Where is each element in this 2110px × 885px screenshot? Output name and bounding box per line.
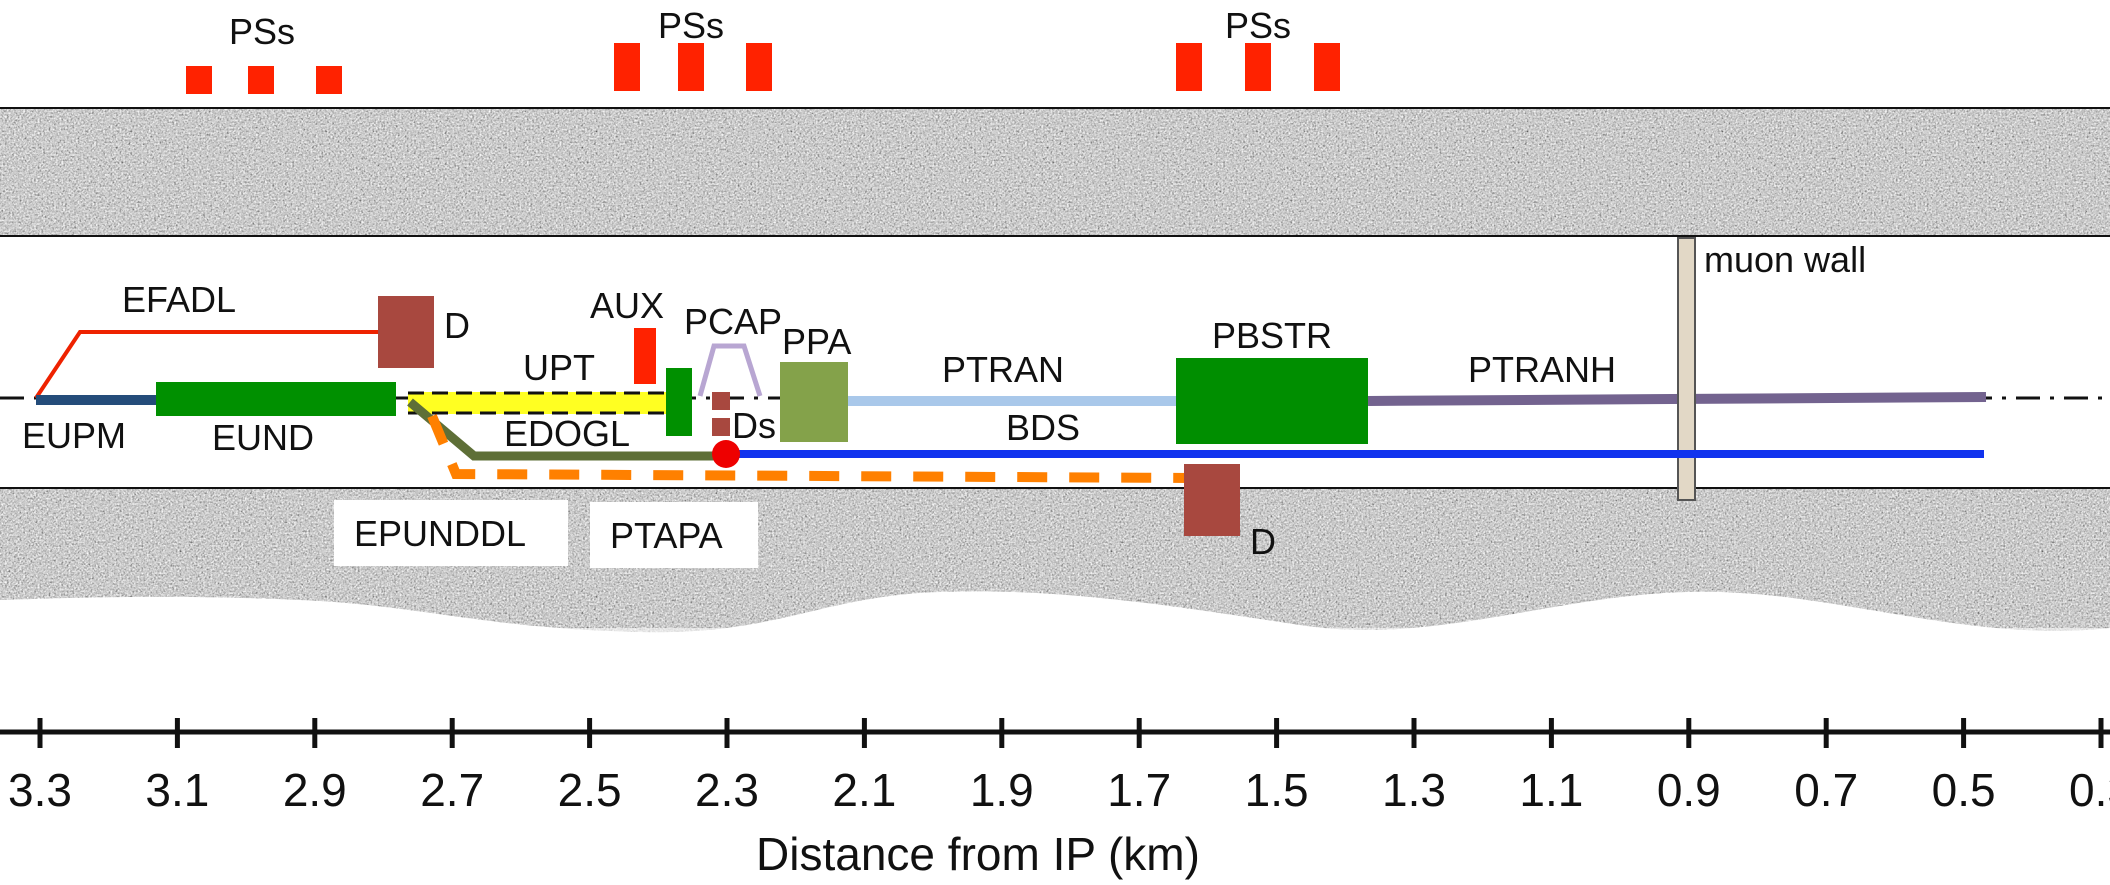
axis-tick-label: 2.3 xyxy=(695,764,759,816)
aux-label: AUX xyxy=(590,285,664,326)
power-station-marker xyxy=(614,43,640,91)
eupm-label: EUPM xyxy=(22,415,126,456)
junction-dot xyxy=(712,440,740,468)
ds-label: Ds xyxy=(732,405,776,446)
dump-upper-label: D xyxy=(444,305,470,346)
aux-block xyxy=(634,328,656,384)
power-station-marker xyxy=(746,43,772,91)
power-station-marker xyxy=(1176,43,1202,91)
ptapa-label: PTAPA xyxy=(610,515,723,556)
power-station-label-1: PSs xyxy=(229,11,295,52)
ds-block-upper xyxy=(712,392,730,410)
axis-tick-label: 1.3 xyxy=(1382,764,1446,816)
efadl-line xyxy=(34,330,378,400)
dump-lower xyxy=(1184,464,1240,536)
target-station xyxy=(666,368,692,436)
axis-tick-label: 0.7 xyxy=(1794,764,1858,816)
edogl-label: EDOGL xyxy=(504,413,630,454)
power-station-marker xyxy=(678,43,704,91)
eund-undulator xyxy=(156,382,396,416)
axis-title: Distance from IP (km) xyxy=(756,828,1200,880)
pcap-outline xyxy=(697,343,763,397)
ppa-block xyxy=(780,362,848,442)
axis-tick-label: 1.5 xyxy=(1245,764,1309,816)
power-station-marker xyxy=(1314,43,1340,91)
power-station-label-3: PSs xyxy=(1225,5,1291,46)
axis-tick-label: 0.5 xyxy=(1932,764,1996,816)
upt-section xyxy=(408,392,676,414)
upt-label: UPT xyxy=(523,347,595,388)
power-station-marker xyxy=(1245,43,1271,91)
axis-tick-label: 2.1 xyxy=(832,764,896,816)
power-station-marker xyxy=(316,66,342,94)
eund-label: EUND xyxy=(212,417,314,458)
ptran-label: PTRAN xyxy=(942,349,1064,390)
axis-ticks: 3.3 3.1 2.9 2.7 2.5 2.3 2.1 1.9 1.7 1.5 1.3 1.1 0.9 0… xyxy=(8,718,2110,816)
ground-surface xyxy=(0,628,2110,633)
efadl-label: EFADL xyxy=(122,279,236,320)
power-station-marker xyxy=(248,66,274,94)
power-stations: PSs PSs PSs xyxy=(186,5,1340,94)
pbstr-label: PBSTR xyxy=(1212,315,1332,356)
ptranh-label: PTRANH xyxy=(1468,349,1616,390)
axis-tick-label: 0.3 xyxy=(2069,764,2110,816)
dump-lower-label: D xyxy=(1250,521,1276,562)
muon-wall xyxy=(1677,237,1696,501)
power-station-label-2: PSs xyxy=(658,5,724,46)
epunddl-label: EPUNDDL xyxy=(354,513,526,554)
power-station-marker xyxy=(186,66,212,94)
axis-tick-label: 0.9 xyxy=(1657,764,1721,816)
axis-tick-label: 3.1 xyxy=(145,764,209,816)
bds-label: BDS xyxy=(1006,407,1080,448)
axis-tick-label: 2.7 xyxy=(420,764,484,816)
upper-rock-layer xyxy=(0,107,2110,237)
axis-tick-label: 1.9 xyxy=(970,764,1034,816)
pbstr-block xyxy=(1176,358,1368,444)
axis-tick-label: 1.7 xyxy=(1107,764,1171,816)
muon-wall-label: muon wall xyxy=(1704,239,1866,280)
ppa-label: PPA xyxy=(782,321,851,362)
pcap-label: PCAP xyxy=(684,301,782,342)
axis-tick-label: 2.9 xyxy=(283,764,347,816)
axis-tick-label: 3.3 xyxy=(8,764,72,816)
epunddl-label-box xyxy=(334,500,568,566)
axis-tick-label: 2.5 xyxy=(558,764,622,816)
dump-upper xyxy=(378,296,434,368)
ds-block-lower xyxy=(712,418,730,436)
ptapa-label-box xyxy=(590,502,758,568)
distance-axis: 3.3 3.1 2.9 2.7 2.5 2.3 2.1 1.9 1.7 1.5 1.3 1.1 0.9 0… xyxy=(0,718,2110,880)
axis-tick-label: 1.1 xyxy=(1519,764,1583,816)
epunddl-line xyxy=(427,414,1191,483)
lower-rock-layer xyxy=(0,487,2110,633)
